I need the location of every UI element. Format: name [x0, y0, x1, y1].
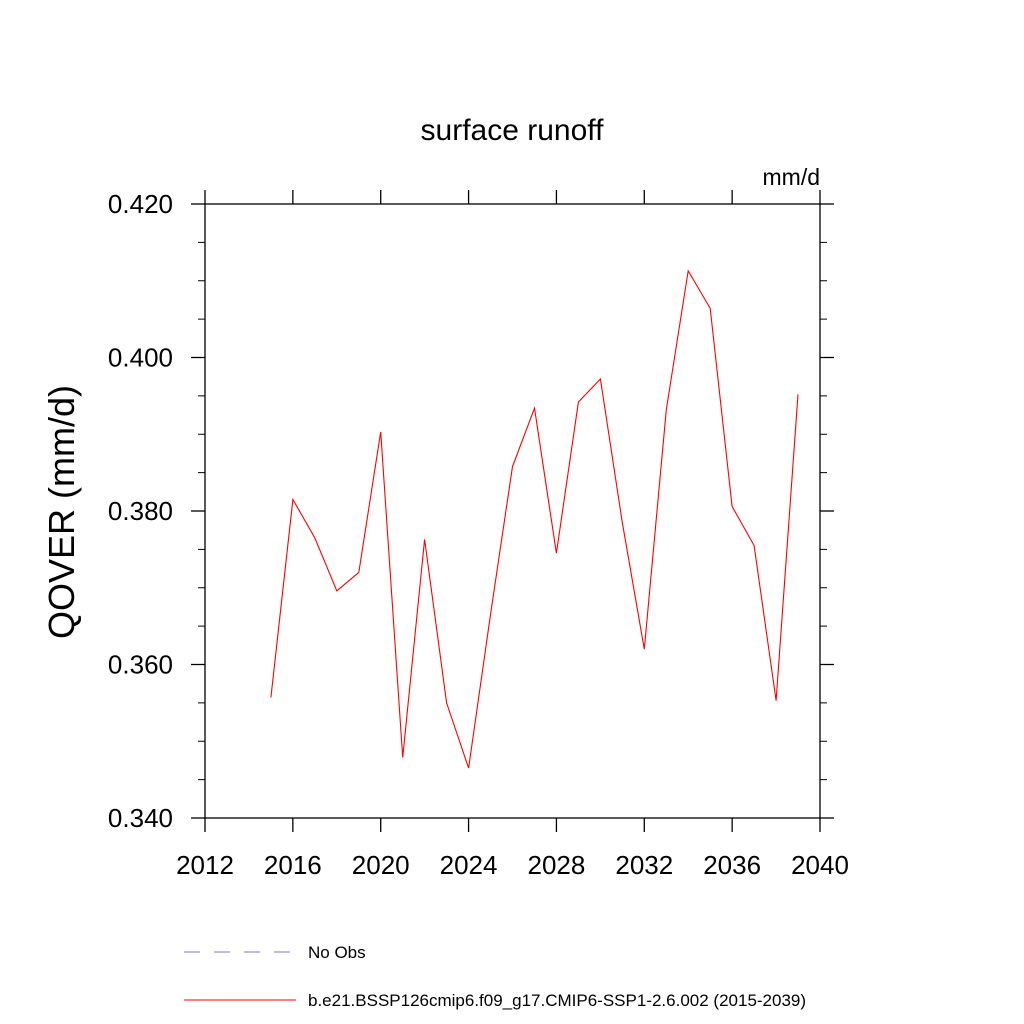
y-tick-label: 0.380	[108, 496, 173, 526]
series-group	[270, 269, 799, 769]
x-tick-label: 2028	[528, 850, 586, 880]
chart-title: surface runoff	[421, 114, 605, 147]
x-tick-label: 2036	[703, 850, 761, 880]
legend-label: No Obs	[308, 943, 366, 962]
y-tick-label: 0.420	[108, 189, 173, 219]
y-tick-label: 0.340	[108, 803, 173, 833]
x-tick-label: 2040	[791, 850, 849, 880]
plot-frame	[204, 203, 821, 819]
tick-labels: 2012 2016 2020 2024 2028 2032 2036 2040 0.340 0.3…	[108, 189, 849, 880]
legend-label: b.e21.BSSP126cmip6.f09_g17.CMIP6-SSP1-2.…	[308, 991, 806, 1010]
x-tick-label: 2032	[615, 850, 673, 880]
series-line	[270, 269, 799, 769]
y-axis-label: QOVER (mm/d)	[41, 385, 82, 639]
x-tick-label: 2012	[176, 850, 234, 880]
x-tick-label: 2024	[440, 850, 498, 880]
legend: No Obs b.e21.BSSP126cmip6.f09_g17.CMIP6-S…	[184, 943, 806, 1010]
x-tick-label: 2020	[352, 850, 410, 880]
units-label: mm/d	[763, 164, 821, 190]
x-tick-label: 2016	[264, 850, 322, 880]
axis-ticks	[191, 190, 834, 832]
y-tick-label: 0.400	[108, 343, 173, 373]
y-tick-label: 0.360	[108, 650, 173, 680]
